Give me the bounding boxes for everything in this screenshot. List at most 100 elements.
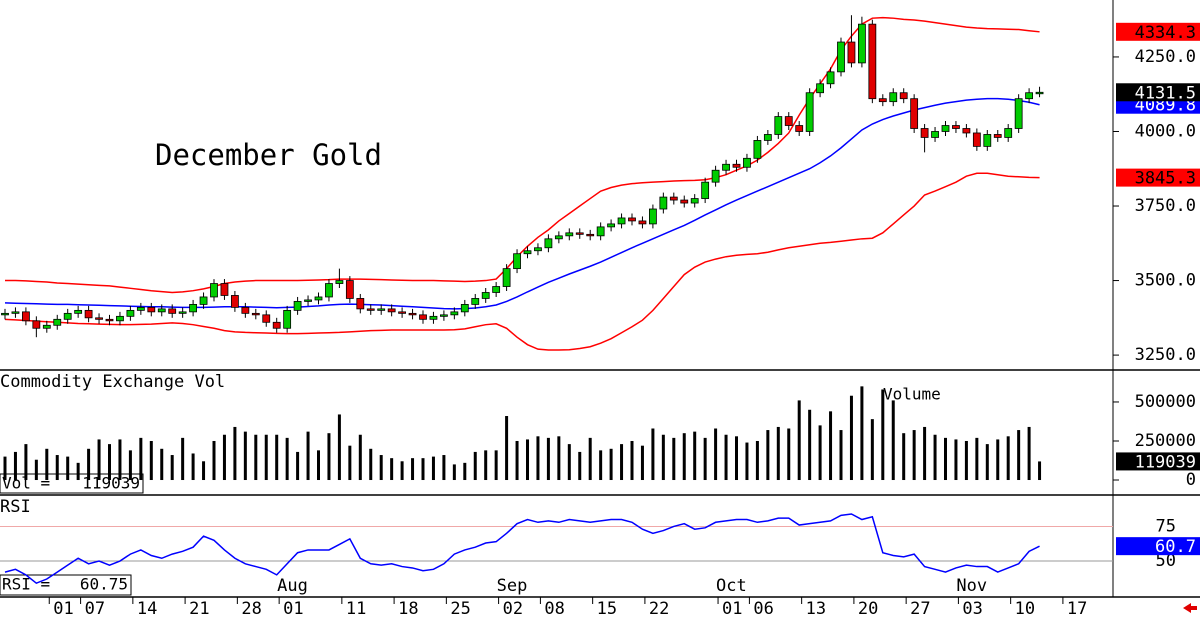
candle-body (398, 311, 407, 314)
band-upper (5, 16, 1040, 294)
volume-bar (3, 456, 7, 481)
month-label: Sep (497, 576, 528, 596)
candle-body (952, 125, 960, 129)
volume-bar (515, 440, 519, 481)
candle-body (293, 301, 302, 311)
candle-body (607, 223, 615, 228)
volume-bar (87, 448, 91, 481)
candle-body (868, 23, 877, 100)
rsi-title: RSI (0, 497, 31, 517)
candle-body (262, 314, 271, 323)
volume-bar (191, 453, 195, 481)
x-tick-label: 01 (283, 599, 303, 619)
volume-bar (379, 455, 383, 481)
x-tick-label: 28 (241, 599, 261, 619)
candle-body (554, 235, 563, 240)
rsi-line (4, 513, 1040, 585)
candle-body (53, 318, 62, 326)
x-tick-label: 27 (910, 599, 930, 619)
volume-bar (933, 434, 937, 481)
volume-bar (1006, 436, 1010, 481)
volume-bar (923, 426, 927, 481)
volume-bar (13, 451, 17, 481)
candle-body (711, 169, 720, 183)
candle-body (701, 181, 710, 199)
candle-body (84, 309, 93, 319)
lower-band-last-label: 3845.3 (1135, 169, 1196, 189)
x-tick-label: 10 (1015, 599, 1035, 619)
candle-body (199, 296, 208, 305)
volume-bar (285, 437, 289, 481)
candle-body (837, 41, 845, 73)
volume-bar (860, 386, 864, 481)
candle-body (157, 308, 166, 313)
volume-bar (411, 458, 415, 481)
volume-bar (34, 459, 38, 481)
x-tick-label: 22 (649, 599, 669, 619)
volume-bar (473, 451, 477, 481)
candle-body (11, 311, 20, 314)
volume-bar (839, 430, 843, 481)
volume-bar (975, 437, 979, 481)
volume-bar (463, 462, 467, 481)
volume-bar (306, 431, 310, 481)
rsi-last-box (1116, 537, 1200, 556)
candle-body (931, 131, 939, 138)
volume-bar (651, 428, 655, 481)
volume-bar (505, 416, 509, 481)
candle-body (795, 125, 804, 132)
candle-body (649, 208, 657, 225)
scroll-arrow[interactable] (1183, 603, 1197, 613)
candle-body (147, 306, 156, 313)
candle-body (189, 304, 198, 313)
y-tick-label: 3500.0 (1135, 271, 1196, 291)
volume-bar (755, 440, 759, 481)
volume-bar (985, 444, 989, 481)
x-tick-label: 20 (858, 599, 878, 619)
candle-body (575, 232, 584, 235)
volume-bar (588, 437, 592, 481)
candle-body (63, 312, 72, 320)
candle-body (816, 83, 824, 94)
candle-body (325, 283, 333, 298)
candle-body (251, 312, 260, 316)
volume-bar (1017, 430, 1021, 481)
volume-last-label: 119039 (1135, 452, 1196, 472)
candle-body (377, 308, 386, 311)
candle-body (534, 247, 542, 252)
candle-body (920, 128, 929, 138)
candle-body (878, 98, 887, 103)
candle-body (366, 308, 375, 311)
x-tick-label: 03 (962, 599, 982, 619)
candle-body (983, 134, 992, 147)
volume-bar (640, 445, 644, 481)
candle-body (659, 196, 668, 210)
volume-bar (526, 439, 529, 481)
candle-body (941, 125, 950, 132)
candle-body (617, 217, 626, 225)
x-tick-label: 06 (753, 599, 773, 619)
candle-body (1, 312, 9, 316)
candle-body (95, 317, 103, 320)
volume-bar (630, 440, 634, 481)
x-tick-label: 08 (544, 599, 564, 619)
candle-body (314, 296, 323, 301)
candle-body (283, 309, 292, 329)
volume-bar (431, 456, 435, 481)
volume-bar (45, 448, 49, 481)
volume-annotation: Volume (883, 385, 941, 404)
volume-bar (390, 458, 394, 481)
candle-body (753, 140, 762, 159)
candle-body (1025, 92, 1033, 100)
volume-bar (620, 444, 624, 481)
close-last-box (1116, 83, 1200, 102)
volume-bar (24, 444, 28, 481)
volume-bar (484, 450, 488, 481)
volume-bar (442, 455, 446, 481)
volume-bar (452, 464, 456, 481)
candle-body (42, 324, 51, 329)
candle-body (272, 321, 281, 329)
volume-bar (578, 451, 582, 481)
